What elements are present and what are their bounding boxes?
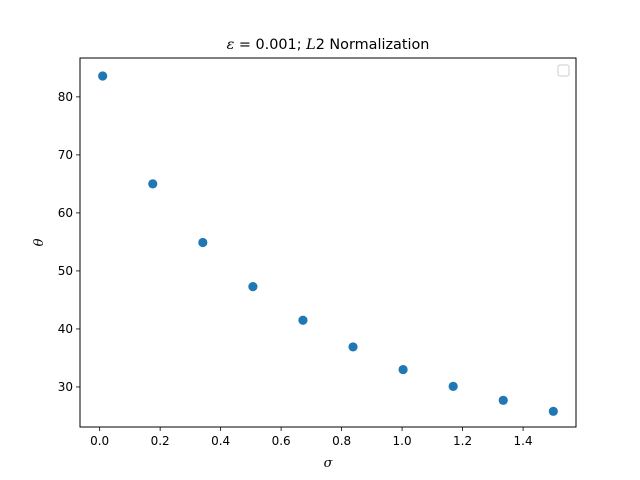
data-point <box>448 381 458 391</box>
x-tick-label: 0.6 <box>272 434 291 448</box>
x-axis-label: σ <box>324 456 334 471</box>
data-point <box>198 237 208 248</box>
title-normalization: 2 Normalization <box>316 37 430 53</box>
data-point <box>98 71 108 81</box>
legend-box <box>557 64 570 77</box>
y-tick-label: 40 <box>58 322 73 336</box>
data-point <box>398 364 408 375</box>
y-tick-label: 30 <box>58 380 73 394</box>
data-point <box>348 342 358 352</box>
y-tick-label: 70 <box>58 148 73 162</box>
data-point <box>248 281 258 292</box>
y-tick-label: 60 <box>58 206 73 220</box>
title-l: L <box>305 37 316 53</box>
x-tick-label: 0.2 <box>151 434 170 448</box>
data-point <box>498 395 508 405</box>
title-epsilon-value: = 0.001; <box>234 37 306 53</box>
x-tick-label: 1.2 <box>453 434 472 448</box>
data-point <box>298 315 308 325</box>
x-tick-label: 0.4 <box>211 434 230 448</box>
y-tick-label: 80 <box>58 90 73 104</box>
x-tick-label: 1.0 <box>393 434 412 448</box>
data-point <box>148 179 158 189</box>
x-tick-label: 0.0 <box>90 434 109 448</box>
plot-frame <box>79 57 577 428</box>
scatter-points <box>98 71 558 416</box>
data-point <box>548 406 558 416</box>
y-axis-label: θ <box>32 238 47 246</box>
x-tick-label: 1.4 <box>514 434 533 448</box>
chart-title: ε = 0.001; L2 Normalization <box>227 37 430 53</box>
title-epsilon: ε <box>227 37 235 53</box>
y-axis-ticks: 30 40 50 60 70 80 <box>58 90 80 394</box>
x-tick-label: 0.8 <box>332 434 351 448</box>
y-tick-label: 50 <box>58 264 73 278</box>
x-axis-ticks: 0.0 0.2 0.4 0.6 0.8 1.0 1.2 1.4 <box>90 427 533 448</box>
